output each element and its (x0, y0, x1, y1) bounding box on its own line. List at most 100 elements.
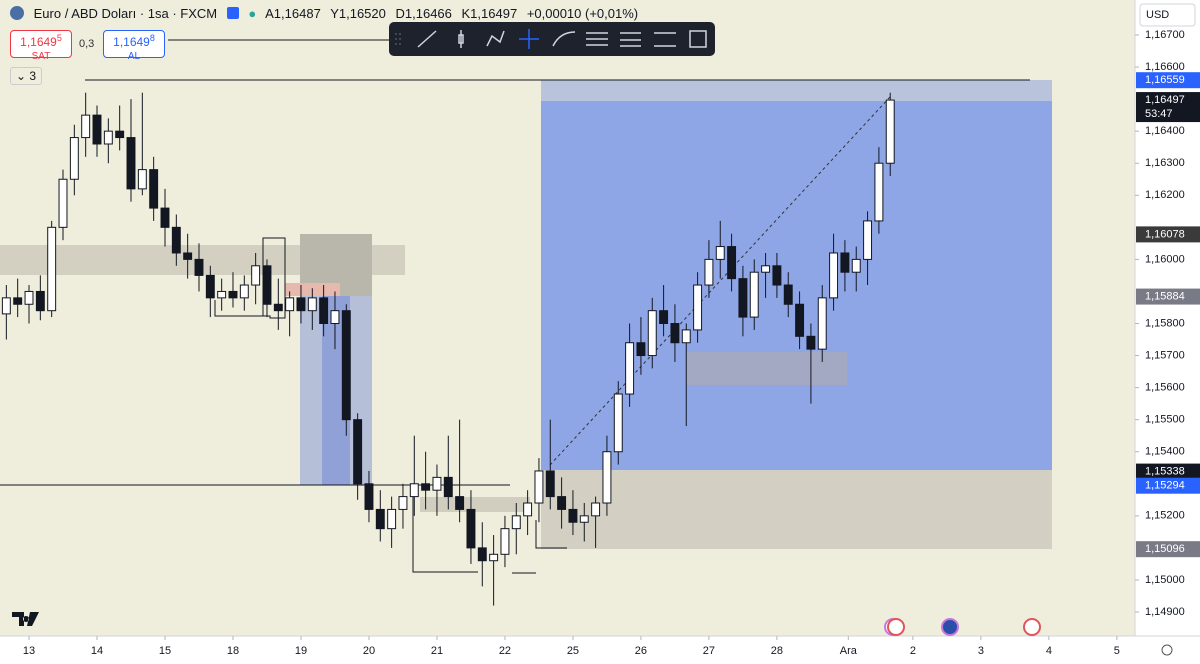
drawing (214, 237, 286, 319)
candle-body (727, 246, 737, 280)
candle-body (659, 310, 669, 324)
sell-label: SAT (31, 51, 51, 62)
candle-body (795, 303, 805, 337)
buy-label: AL (127, 51, 141, 62)
candle-body (511, 515, 521, 530)
candle-body (772, 265, 782, 286)
x-tick-label: 2 (910, 645, 916, 657)
candle-body (205, 274, 215, 299)
price-marker (1136, 477, 1200, 494)
status-dot: ● (248, 6, 257, 21)
x-tick-label: 25 (567, 645, 579, 657)
sell-button[interactable]: 1,16495 SAT (10, 30, 72, 62)
candle-body (183, 252, 193, 260)
candle-body (749, 271, 759, 318)
candle-body (285, 297, 295, 312)
candle-body (296, 297, 306, 312)
candles (1, 92, 895, 606)
price-marker (1136, 226, 1200, 243)
y-tick-label: 1,16200 (1145, 189, 1185, 201)
buy-price: 1,1649 (113, 35, 150, 49)
event-icons (884, 618, 1041, 636)
x-tick-label: 28 (771, 645, 783, 657)
toolbar-bg (389, 22, 715, 56)
currency: USD (1146, 9, 1169, 21)
x-tick-label: 20 (363, 645, 375, 657)
candle-body (500, 528, 510, 555)
tv-logo (12, 612, 39, 626)
zone (541, 101, 1052, 470)
currency-button[interactable] (1139, 3, 1196, 27)
candle-body (92, 114, 102, 145)
candle-body (307, 297, 317, 312)
toolbar-grip (395, 33, 401, 45)
x-tick-label: 27 (703, 645, 715, 657)
candle-body (432, 476, 442, 491)
y-tick-label: 1,15500 (1145, 414, 1185, 426)
price-marker-label: 1,15884 (1145, 290, 1185, 302)
candle-body (466, 508, 476, 549)
candle-body (885, 99, 895, 164)
drawing-toolbar (389, 22, 715, 56)
candle-body (829, 252, 839, 299)
countdown: 53:47 (1145, 108, 1173, 120)
buy-button[interactable]: 1,16498 AL (103, 30, 165, 62)
candle-body (557, 496, 567, 510)
y-tick-label: 1,16700 (1145, 29, 1185, 41)
price-marker-label: 1,15096 (1145, 543, 1185, 555)
open: A1,16487 (265, 6, 321, 21)
y-tick-label: 1,16400 (1145, 125, 1185, 137)
candle-body (738, 278, 748, 318)
candle-body (534, 470, 544, 504)
price-marker (1136, 288, 1200, 305)
y-tick-label: 1,15000 (1145, 574, 1185, 586)
candle-body (421, 483, 431, 491)
price-marker-label: 1,16497 (1145, 94, 1185, 106)
candle-body (103, 130, 113, 145)
price-marker-label: 1,15338 (1145, 466, 1185, 478)
candle-body (681, 329, 691, 344)
candle-body (602, 451, 612, 504)
candle-body (58, 178, 68, 228)
candle-body (149, 169, 159, 209)
candle-body (194, 258, 204, 276)
candle-body (217, 290, 227, 299)
close: K1,16497 (461, 6, 518, 21)
buy-sup: 8 (149, 33, 155, 43)
candle-body (115, 130, 125, 139)
candle-body (171, 226, 181, 254)
zone (420, 497, 530, 512)
candle-body (330, 310, 340, 324)
candle-body (387, 508, 397, 530)
candle-body (137, 169, 147, 190)
indicator-toggle[interactable]: ⌄ 3 (10, 67, 43, 85)
price-marker (1136, 463, 1200, 480)
price-marker (1136, 541, 1200, 558)
candle-body (364, 483, 374, 510)
candle-body (47, 226, 57, 312)
candle-body (591, 502, 601, 517)
candle-body (443, 476, 453, 498)
candle-body (35, 290, 45, 312)
drawing (535, 520, 567, 549)
y-tick-label: 1,15700 (1145, 349, 1185, 361)
price-marker (1136, 72, 1200, 89)
candle-body (693, 284, 703, 331)
sell-sup: 5 (56, 33, 62, 43)
candle-body (806, 335, 816, 350)
x-tick-label: 26 (635, 645, 647, 657)
candle-body (262, 265, 272, 305)
candle-body (579, 515, 589, 523)
change: +0,00010 (+0,01%) (526, 6, 639, 21)
x-tick-label: 18 (227, 645, 239, 657)
candle-body (613, 393, 623, 453)
candle-body (761, 265, 771, 273)
candle-body (375, 508, 385, 530)
candle-body (477, 547, 487, 562)
settings-icon[interactable] (1161, 644, 1173, 656)
y-tick-label: 1,16300 (1145, 157, 1185, 169)
candle-body (1, 297, 11, 315)
candle-body (353, 419, 363, 485)
